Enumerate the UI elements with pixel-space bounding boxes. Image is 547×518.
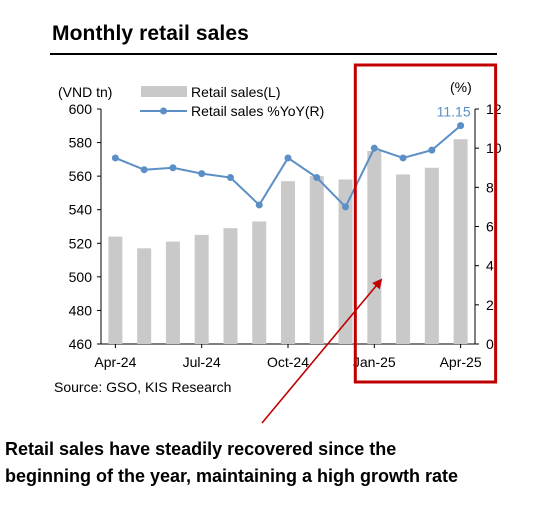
yoy-point <box>399 154 407 162</box>
title-underline <box>50 53 497 55</box>
caption-line-2: beginning of the year, maintaining a hig… <box>5 466 459 486</box>
caption-line-1: Retail sales have steadily recovered sin… <box>5 439 397 459</box>
yoy-point <box>313 174 321 182</box>
legend-bar-swatch <box>141 86 187 97</box>
legend-line-marker <box>160 107 167 115</box>
highlight-overlay <box>261 63 498 424</box>
yoy-point <box>226 174 234 182</box>
x-tick-label: Apr-24 <box>94 354 136 370</box>
bar <box>367 150 382 344</box>
bar <box>309 176 324 344</box>
legend-bar-label: Retail sales(L) <box>191 84 280 100</box>
left-tick-label: 560 <box>69 168 93 184</box>
bar <box>137 248 152 344</box>
bar <box>338 179 353 344</box>
x-tick-label: Jul-24 <box>183 354 221 370</box>
left-tick-label: 480 <box>69 302 93 318</box>
yoy-point <box>140 166 148 174</box>
callout-arrow <box>261 278 383 424</box>
yoy-point <box>284 154 292 162</box>
x-tick-label: Oct-24 <box>267 354 309 370</box>
bar <box>281 181 295 344</box>
x-tick-label: Jan-25 <box>353 354 396 370</box>
legend: Retail sales(L) Retail sales %YoY(R) <box>140 84 324 119</box>
left-tick-label: 540 <box>69 202 93 218</box>
yoy-point <box>255 201 263 209</box>
bar <box>396 174 411 344</box>
highlight-box <box>353 63 498 384</box>
bar <box>194 234 209 344</box>
yoy-point <box>342 203 350 211</box>
chart-title: Monthly retail sales <box>52 22 249 45</box>
left-tick-label: 460 <box>69 336 93 352</box>
right-tick-label: 12 <box>486 101 502 117</box>
bar <box>424 167 439 344</box>
left-axis-unit: (VND tn) <box>58 84 112 100</box>
data-label: 11.15 <box>437 104 471 120</box>
right-tick-label: 2 <box>486 297 494 313</box>
right-tick-label: 6 <box>486 219 494 235</box>
yoy-point <box>169 164 177 172</box>
bar-series <box>108 139 468 344</box>
axis-labels: 600 580 560 540 520 500 480 460 12 10 8 6 4 2 0 Apr-24 J… <box>58 79 502 370</box>
left-tick-label: 500 <box>69 269 93 285</box>
yoy-point <box>457 122 465 130</box>
bar <box>108 236 123 344</box>
legend-line-label: Retail sales %YoY(R) <box>191 103 324 119</box>
right-tick-label: 8 <box>486 179 494 195</box>
source-note: Source: GSO, KIS Research <box>54 379 232 395</box>
right-tick-label: 0 <box>486 336 494 352</box>
x-tick-label: Apr-25 <box>440 354 482 370</box>
yoy-point <box>370 144 378 152</box>
right-tick-label: 4 <box>486 258 494 274</box>
yoy-point <box>428 146 436 154</box>
line-series <box>111 122 465 211</box>
left-tick-label: 580 <box>69 135 93 151</box>
yoy-point <box>111 154 119 162</box>
bar <box>453 139 468 344</box>
yoy-point <box>198 170 206 178</box>
caption: Retail sales have steadily recovered sin… <box>5 436 545 490</box>
right-tick-label: 10 <box>486 140 502 156</box>
bar <box>165 241 180 344</box>
right-axis-unit: (%) <box>450 79 472 95</box>
bar <box>223 228 238 344</box>
bar <box>252 221 267 344</box>
left-tick-label: 520 <box>69 235 93 251</box>
left-tick-label: 600 <box>69 101 93 117</box>
